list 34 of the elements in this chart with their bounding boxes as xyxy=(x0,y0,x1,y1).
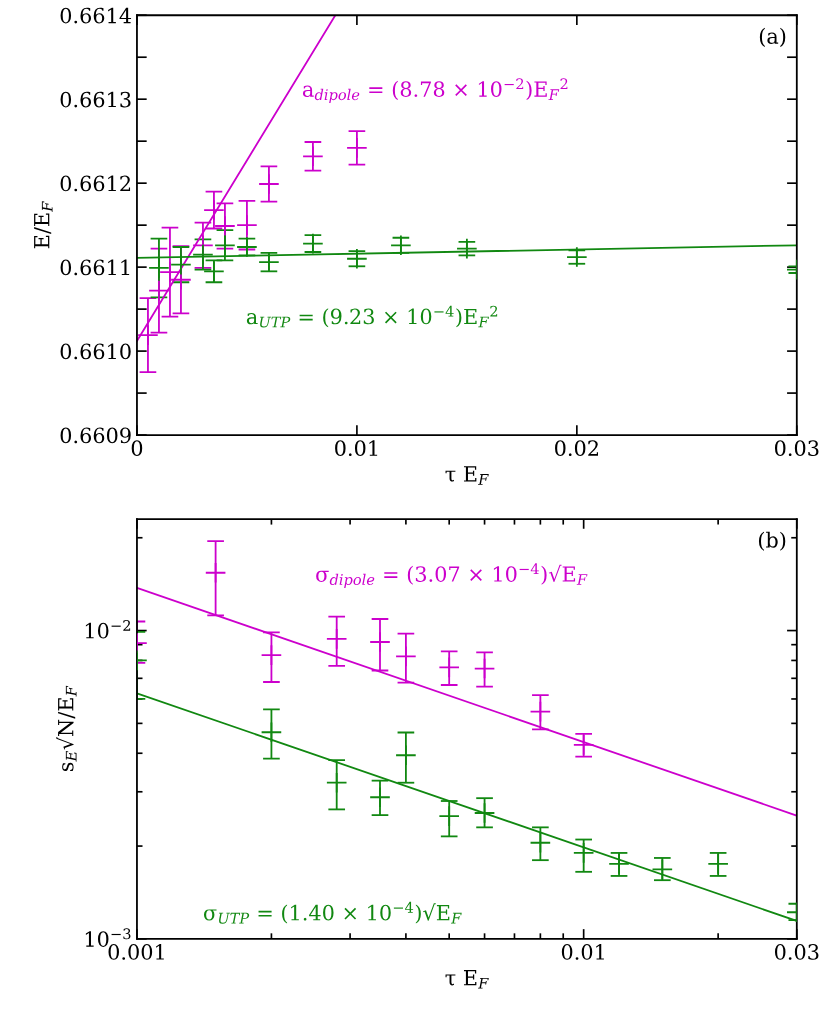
annotation: a$_{dipole}$ = (8.78 × 10$^{−2}$)E$_{F}$$^{2}$ xyxy=(302,78,568,103)
y-tick-label: 0.6614 xyxy=(60,7,132,24)
point xyxy=(159,261,181,283)
y-axis-title: s$_{E}$√N/E$_{F}$ xyxy=(56,685,77,772)
point xyxy=(346,137,368,159)
annotation: (a) xyxy=(759,27,786,47)
point xyxy=(148,279,170,302)
x-tick-label: 0 xyxy=(131,440,143,457)
x-tick-label: 0.03 xyxy=(774,440,819,457)
x-tick-label: 0.01 xyxy=(335,440,378,457)
point xyxy=(137,324,159,346)
y-tick-label: 0.6612 xyxy=(60,175,131,192)
point xyxy=(236,214,258,236)
point xyxy=(258,173,280,195)
point xyxy=(148,257,170,279)
x-tick-label: 0.02 xyxy=(555,440,598,457)
y-tick-label: 0.6610 xyxy=(60,343,131,360)
x-axis-title: τ E$_{F}$ xyxy=(445,970,489,989)
x-tick-label: 0.01 xyxy=(561,944,604,960)
y-axis-title: E/E$_{F}$ xyxy=(34,201,53,249)
point xyxy=(192,243,214,266)
x-tick-label: 0.03 xyxy=(774,944,819,960)
x-axis-title: τ E$_{F}$ xyxy=(445,466,489,485)
annotation: σ$_{dipole}$ = (3.07 × 10$^{−4}$)√E$_{F}$ xyxy=(316,563,588,588)
y-tick-label: 0.6611 xyxy=(60,259,130,276)
y-tick-label: 0.6613 xyxy=(60,91,131,108)
annotation: (b) xyxy=(758,531,786,551)
point xyxy=(214,234,236,257)
point xyxy=(170,253,192,276)
y-tick-label: 0.6609 xyxy=(60,427,131,444)
annotation: a$_{UTP}$ = (9.23 × 10$^{−4}$)E$_{F}$$^{2}$ xyxy=(246,305,498,328)
point xyxy=(203,199,225,221)
y-tick-label: 10$^{−2}$ xyxy=(85,619,131,639)
annotation: σ$_{UTP}$ = (1.40 × 10$^{−4}$)√E$_{F}$ xyxy=(203,901,462,924)
